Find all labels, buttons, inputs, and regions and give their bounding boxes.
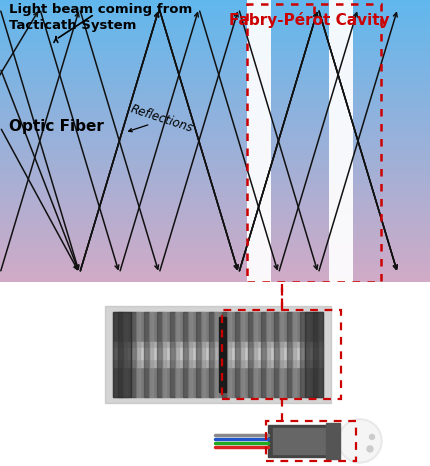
Bar	[253, 312, 257, 397]
Bar	[318, 312, 322, 397]
Bar	[123, 312, 127, 397]
Bar	[209, 312, 214, 397]
Text: Fabry-Pérot Cavity: Fabry-Pérot Cavity	[229, 12, 390, 27]
Bar	[292, 312, 296, 397]
Bar	[113, 312, 323, 397]
Bar	[287, 312, 292, 397]
Bar	[240, 312, 244, 397]
Bar	[170, 312, 175, 397]
Bar	[214, 312, 218, 397]
Bar	[162, 312, 166, 397]
Bar	[273, 428, 333, 454]
Circle shape	[340, 421, 380, 461]
Bar	[261, 312, 266, 397]
Bar	[247, 0, 271, 282]
Bar	[279, 312, 283, 397]
Bar	[247, 4, 381, 282]
Bar	[113, 312, 131, 397]
Bar	[219, 317, 226, 392]
Bar	[136, 312, 140, 397]
Bar	[188, 312, 192, 397]
Bar	[313, 312, 318, 397]
Bar	[235, 312, 240, 397]
Bar	[300, 312, 305, 397]
Bar	[196, 312, 201, 397]
Text: Light beam coming from
Tacticath System: Light beam coming from Tacticath System	[9, 3, 192, 32]
Bar	[248, 312, 253, 397]
Bar	[157, 312, 162, 397]
Circle shape	[367, 446, 373, 452]
Bar	[175, 312, 179, 397]
Bar	[131, 312, 136, 397]
Bar	[149, 312, 153, 397]
Bar	[227, 312, 231, 397]
Bar	[266, 312, 270, 397]
Bar	[183, 312, 188, 397]
Bar	[274, 312, 279, 397]
Circle shape	[338, 419, 382, 463]
Bar	[201, 312, 205, 397]
Bar	[222, 310, 341, 399]
Text: Optic Fiber: Optic Fiber	[9, 119, 104, 134]
Bar	[144, 312, 149, 397]
Bar	[266, 421, 356, 461]
Bar	[329, 0, 353, 282]
Bar	[113, 349, 323, 359]
Bar	[305, 312, 309, 397]
Bar	[326, 423, 340, 459]
Bar	[222, 312, 227, 397]
Bar	[105, 306, 331, 403]
Text: Reflections: Reflections	[129, 102, 195, 135]
Bar	[118, 312, 123, 397]
Bar	[305, 312, 323, 397]
Circle shape	[369, 434, 375, 439]
Bar	[113, 342, 323, 367]
Bar	[268, 425, 338, 457]
